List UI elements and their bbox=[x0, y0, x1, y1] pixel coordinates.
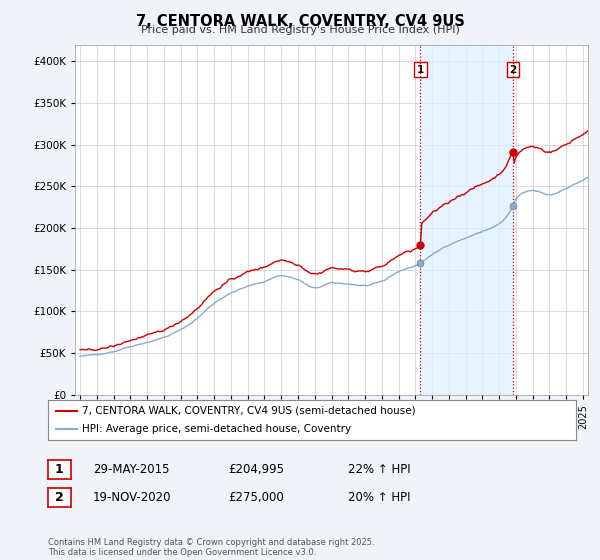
Text: Contains HM Land Registry data © Crown copyright and database right 2025.
This d: Contains HM Land Registry data © Crown c… bbox=[48, 538, 374, 557]
Text: 7, CENTORA WALK, COVENTRY, CV4 9US (semi-detached house): 7, CENTORA WALK, COVENTRY, CV4 9US (semi… bbox=[82, 406, 416, 416]
Text: Price paid vs. HM Land Registry's House Price Index (HPI): Price paid vs. HM Land Registry's House … bbox=[140, 25, 460, 35]
Text: 2: 2 bbox=[509, 65, 517, 75]
Text: £204,995: £204,995 bbox=[228, 463, 284, 476]
Text: 20% ↑ HPI: 20% ↑ HPI bbox=[348, 491, 410, 504]
Text: 1: 1 bbox=[55, 463, 64, 476]
Text: 19-NOV-2020: 19-NOV-2020 bbox=[93, 491, 172, 504]
Text: 2: 2 bbox=[55, 491, 64, 504]
Text: 29-MAY-2015: 29-MAY-2015 bbox=[93, 463, 170, 476]
Text: 22% ↑ HPI: 22% ↑ HPI bbox=[348, 463, 410, 476]
Text: 7, CENTORA WALK, COVENTRY, CV4 9US: 7, CENTORA WALK, COVENTRY, CV4 9US bbox=[136, 14, 464, 29]
Text: 1: 1 bbox=[417, 65, 424, 75]
Bar bbox=[421, 45, 513, 395]
Text: £275,000: £275,000 bbox=[228, 491, 284, 504]
Text: HPI: Average price, semi-detached house, Coventry: HPI: Average price, semi-detached house,… bbox=[82, 424, 352, 434]
